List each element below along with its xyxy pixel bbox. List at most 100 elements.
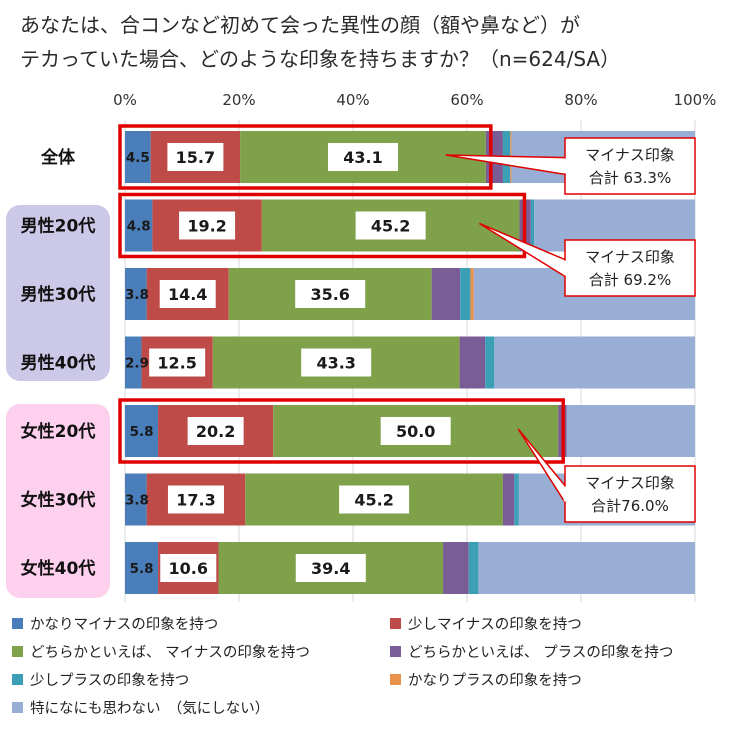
data-label: 5.8 xyxy=(130,561,154,577)
category-label: 全体 xyxy=(40,147,76,168)
legend-swatch xyxy=(12,646,23,657)
legend-swatch xyxy=(390,674,401,685)
bar-segment xyxy=(431,268,461,320)
bar-segment xyxy=(459,336,486,389)
bar-segment xyxy=(125,268,147,320)
callout-box xyxy=(564,465,696,523)
data-label-background xyxy=(179,211,236,240)
data-label-background xyxy=(167,143,224,171)
bar-segment xyxy=(443,542,469,594)
category-label: 女性40代 xyxy=(21,558,96,579)
data-label-background xyxy=(339,485,410,514)
category-label: 男性40代 xyxy=(21,353,96,374)
chart-title: あなたは、合コンなど初めて会った異性の顔（額や鼻など）が テカっていた場合、どの… xyxy=(20,8,740,76)
data-label: 4.5 xyxy=(126,150,150,166)
legend-item: 特になにも思わない （気にしない） xyxy=(12,697,269,718)
legend-swatch xyxy=(390,618,401,629)
callout-line-1: マイナス印象 xyxy=(585,146,675,164)
bar-segment xyxy=(125,336,142,389)
data-label: 50.0 xyxy=(396,422,435,441)
bar-segment xyxy=(125,473,147,526)
legend-swatch xyxy=(390,646,401,657)
legend-swatch xyxy=(12,618,23,629)
x-tick-label: 40% xyxy=(336,91,369,109)
data-label: 17.3 xyxy=(176,491,215,510)
data-label-background xyxy=(167,485,224,514)
callout-line-1: マイナス印象 xyxy=(585,248,675,266)
callout-line-1: マイナス印象 xyxy=(585,474,675,492)
x-tick-label: 80% xyxy=(564,91,597,109)
bar-segment xyxy=(566,405,695,457)
data-label: 43.3 xyxy=(316,354,355,373)
callout-box xyxy=(564,137,696,195)
bar-segment xyxy=(470,268,474,320)
legend-item: どちらかといえば、 マイナスの印象を持つ xyxy=(12,641,310,662)
legend-label: かなりマイナスの印象を持つ xyxy=(30,617,219,633)
male-group-background xyxy=(6,205,110,381)
data-label-background xyxy=(149,348,206,377)
callout-box xyxy=(564,239,696,297)
data-label: 5.8 xyxy=(130,424,154,440)
data-label-background xyxy=(295,554,366,582)
data-label: 10.6 xyxy=(169,559,208,578)
bar-segment xyxy=(514,473,519,526)
data-label: 19.2 xyxy=(187,217,226,236)
data-label: 15.7 xyxy=(176,148,215,167)
x-tick-label: 100% xyxy=(674,91,717,109)
bar-segment xyxy=(494,336,695,389)
callout-line-2: 合計76.0% xyxy=(591,497,669,515)
legend-item: 少しマイナスの印象を持つ xyxy=(390,613,582,634)
category-label: 男性30代 xyxy=(21,284,96,305)
data-label-background xyxy=(380,417,451,445)
highlight-frame xyxy=(118,192,527,259)
legend-label: 少しプラスの印象を持つ xyxy=(30,673,190,689)
data-label: 43.1 xyxy=(343,148,382,167)
data-label: 3.8 xyxy=(125,493,149,509)
bar-segment xyxy=(485,336,495,389)
data-label-background xyxy=(295,280,366,308)
legend-label: かなりプラスの印象を持つ xyxy=(408,673,582,689)
bar-segment xyxy=(125,405,159,457)
bar-segment xyxy=(125,199,153,252)
category-label: 女性20代 xyxy=(21,421,96,442)
data-label: 20.2 xyxy=(196,422,235,441)
bar-segment xyxy=(125,131,151,183)
female-group-background xyxy=(6,404,110,598)
legend-item: かなりプラスの印象を持つ xyxy=(390,669,582,690)
callout-line-2: 合計 63.3% xyxy=(589,169,671,187)
data-label: 12.5 xyxy=(157,354,196,373)
category-label: 女性30代 xyxy=(21,490,96,511)
x-tick-label: 20% xyxy=(222,91,255,109)
chart-title-line-2: テカっていた場合、どのような印象を持ちますか？（n=624/SA） xyxy=(20,47,621,71)
legend-label: どちらかといえば、 プラスの印象を持つ xyxy=(408,645,674,661)
data-label: 2.9 xyxy=(125,356,149,372)
x-tick-label: 0% xyxy=(113,91,137,109)
bar-segment xyxy=(478,542,695,594)
legend-swatch xyxy=(12,702,23,713)
legend-swatch xyxy=(12,674,23,685)
legend-label: 特になにも思わない （気にしない） xyxy=(30,701,270,717)
data-label-background xyxy=(301,348,372,377)
legend-label: どちらかといえば、 マイナスの印象を持つ xyxy=(30,645,310,661)
data-label: 4.8 xyxy=(127,219,151,235)
chart-title-line-1: あなたは、合コンなど初めて会った異性の顔（額や鼻など）が xyxy=(20,13,580,37)
x-tick-label: 60% xyxy=(450,91,483,109)
legend-label: 少しマイナスの印象を持つ xyxy=(408,617,582,633)
data-label-background xyxy=(327,143,398,171)
data-label: 14.4 xyxy=(168,285,207,304)
category-label: 男性20代 xyxy=(21,216,96,237)
data-label-background xyxy=(159,280,216,308)
bar-segment xyxy=(468,542,479,594)
bar-segment xyxy=(460,268,471,320)
legend-item: どちらかといえば、 プラスの印象を持つ xyxy=(390,641,673,662)
legend-item: かなりマイナスの印象を持つ xyxy=(12,613,218,634)
callout-line-2: 合計 69.2% xyxy=(589,271,671,289)
bar-segment xyxy=(530,199,535,252)
data-label: 45.2 xyxy=(371,217,410,236)
bar-segment xyxy=(502,473,515,526)
data-label: 39.4 xyxy=(311,559,350,578)
data-label: 35.6 xyxy=(310,285,349,304)
highlight-frame xyxy=(118,398,565,464)
data-label-background xyxy=(355,211,426,240)
